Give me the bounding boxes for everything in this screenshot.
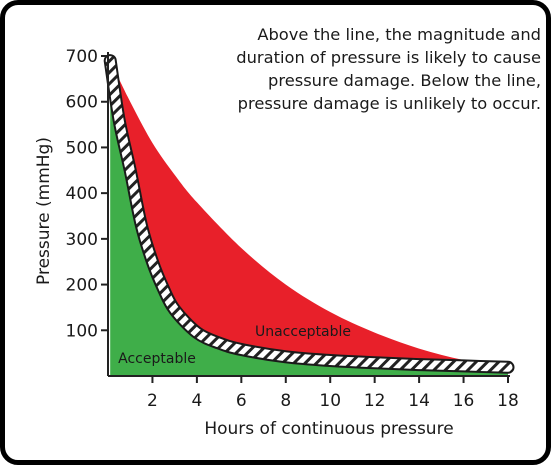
x-tick-label: 18 [497, 391, 519, 411]
note-line: pressure damage. Below the line, [268, 71, 541, 90]
x-tick-label: 16 [453, 391, 475, 411]
y-tick-label: 600 [66, 93, 98, 113]
y-tick-label: 700 [66, 47, 98, 67]
x-tick-label: 14 [408, 391, 430, 411]
chart-ticks: 100 200 300 400 500 600 700 2 4 6 8 10 12 14 16 18 [66, 47, 519, 411]
y-tick-label: 200 [66, 276, 98, 296]
y-tick-label: 100 [66, 321, 98, 341]
note-line: pressure damage is unlikely to occur. [237, 94, 541, 113]
acceptable-region [110, 60, 508, 376]
x-tick-label: 12 [364, 391, 386, 411]
chart-axes [107, 52, 510, 377]
threshold-band [105, 56, 513, 372]
chart-areas [103, 54, 515, 376]
x-axis-title: Hours of continuous pressure [204, 419, 453, 439]
note-line: duration of pressure is likely to cause [236, 48, 541, 67]
x-tick-label: 2 [147, 391, 158, 411]
x-tick-label: 8 [280, 391, 291, 411]
x-tick-label: 10 [319, 391, 341, 411]
x-tick-label: 4 [191, 391, 202, 411]
unacceptable-region [110, 60, 508, 368]
region-label-acceptable: Acceptable [118, 351, 196, 367]
x-tick-label: 6 [236, 391, 247, 411]
y-tick-label: 300 [66, 230, 98, 250]
chart-note: Above the line, the magnitude and durati… [185, 23, 541, 115]
y-tick-label: 400 [66, 184, 98, 204]
y-tick-label: 500 [66, 138, 98, 158]
y-axis-title: Pressure (mmHg) [34, 137, 54, 285]
region-label-unacceptable: Unacceptable [255, 324, 351, 340]
pressure-chart: 100 200 300 400 500 600 700 2 4 6 8 10 12 14 16 18 Hour… [34, 47, 519, 439]
note-line: Above the line, the magnitude and [257, 25, 541, 44]
